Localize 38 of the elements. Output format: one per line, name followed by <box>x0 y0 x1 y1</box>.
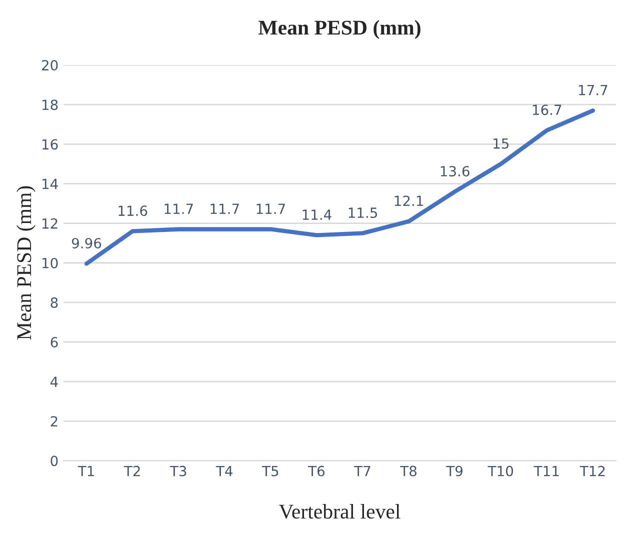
x-tick-label: T9 <box>446 466 463 476</box>
x-tick-label: T3 <box>170 466 186 476</box>
y-tick-label: 16 <box>42 139 58 150</box>
x-tick-label: T11 <box>534 466 559 476</box>
x-tick-label: T4 <box>216 466 233 476</box>
data-label: 11.5 <box>348 208 377 218</box>
data-label: 11.7 <box>210 204 239 214</box>
x-tick-label: T5 <box>262 466 278 476</box>
y-tick-label: 8 <box>50 297 58 308</box>
data-label: 9.96 <box>72 238 102 248</box>
data-label: 12.1 <box>394 196 423 206</box>
y-tick-label: 14 <box>42 178 58 190</box>
x-tick-label: T6 <box>308 466 324 476</box>
chart-title: Mean PESD (mm) <box>258 20 420 39</box>
data-label: 16.7 <box>532 104 562 116</box>
y-tick-label: 18 <box>42 100 58 110</box>
x-tick-label: T2 <box>124 466 140 476</box>
data-label: 11.7 <box>164 204 193 214</box>
y-tick-label: 2 <box>50 416 58 426</box>
x-tick-label: T10 <box>488 466 514 476</box>
x-tick-label: T7 <box>354 466 370 476</box>
data-label: 11.7 <box>256 204 285 214</box>
x-tick-label: T8 <box>400 466 416 476</box>
data-label: 11.6 <box>118 206 148 216</box>
data-label: 13.6 <box>440 166 470 176</box>
y-tick-label: 12 <box>42 218 58 229</box>
y-tick-label: 10 <box>42 258 58 268</box>
x-tick-label: T1 <box>78 466 94 476</box>
data-label: 15 <box>494 138 508 149</box>
y-tick-label: 4 <box>50 376 58 387</box>
x-axis-title: Vertebral level <box>278 504 400 519</box>
y-tick-label: 20 <box>42 60 58 71</box>
y-axis-title: Mean PESD (mm) <box>16 186 36 340</box>
y-tick-label: 0 <box>50 456 58 466</box>
data-label: 17.7 <box>578 85 608 96</box>
x-tick-label: T12 <box>580 466 605 476</box>
y-tick-label: 6 <box>50 336 58 348</box>
data-label: 11.4 <box>302 210 332 220</box>
